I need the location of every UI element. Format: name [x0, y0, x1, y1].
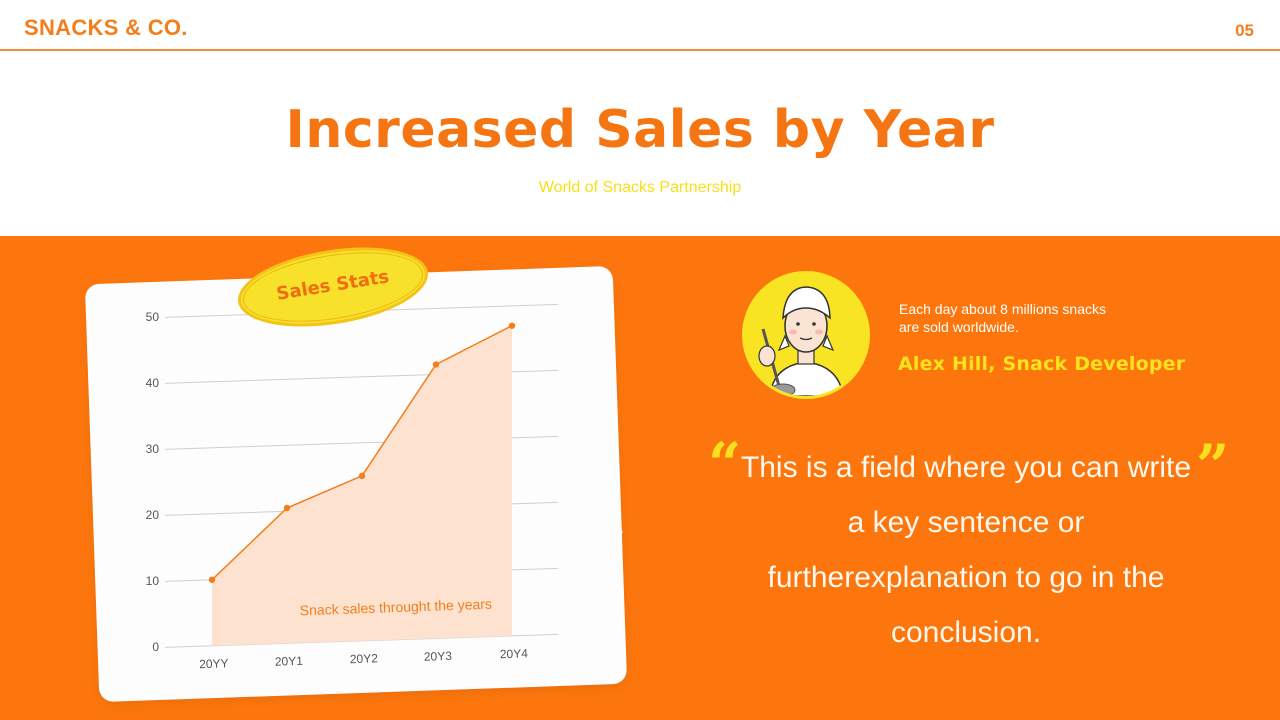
data-point [283, 504, 291, 512]
y-tick-label: 20 [146, 508, 160, 522]
author-name: Alex Hill, Snack Developer [898, 353, 1186, 375]
quote-text: This is a field where you can write a ke… [740, 451, 1192, 649]
chef-avatar-icon [742, 271, 870, 399]
page-number: 05 [1235, 21, 1254, 40]
fact-line-1: Each day about 8 millions snacks [899, 301, 1106, 317]
sales-chart: 0 10 20 30 40 50 20YY 20Y1 20Y2 20Y3 20Y4 Snack s… [146, 303, 559, 671]
fact-line-2: are sold worldwide. [899, 319, 1019, 335]
top-bar: SNACKS & CO. 05 [0, 0, 1280, 51]
open-quote-icon: “ [708, 430, 742, 498]
fact-text: Each day about 8 millions snacks are sol… [899, 300, 1159, 336]
close-quote-icon: ” [1196, 432, 1230, 500]
x-axis-ticks: 20YY 20Y1 20Y2 20Y3 20Y4 [199, 646, 528, 671]
x-tick-label: 20YY [199, 656, 229, 671]
brand-logo-text: SNACKS & CO. [24, 15, 188, 40]
x-tick-label: 20Y2 [350, 651, 379, 666]
x-tick-label: 20Y3 [424, 649, 453, 664]
y-tick-label: 0 [152, 640, 159, 654]
badge-label: Sales Stats [275, 266, 391, 305]
y-tick-label: 30 [146, 442, 160, 456]
page-subtitle: World of Snacks Partnership [538, 179, 742, 196]
data-point [508, 322, 516, 329]
y-axis-ticks: 0 10 20 30 40 50 [146, 310, 160, 654]
y-tick-label: 50 [146, 310, 160, 324]
chart-annotation: Snack sales throught the years [299, 596, 492, 619]
x-tick-label: 20Y4 [500, 646, 529, 661]
x-tick-label: 20Y1 [275, 654, 304, 669]
page-title: Increased Sales by Year [285, 100, 995, 160]
y-tick-label: 40 [146, 376, 160, 390]
data-point [208, 576, 216, 583]
chart-area-series [208, 322, 516, 646]
data-point [432, 361, 440, 368]
y-tick-label: 10 [146, 574, 160, 588]
data-point [358, 472, 366, 480]
